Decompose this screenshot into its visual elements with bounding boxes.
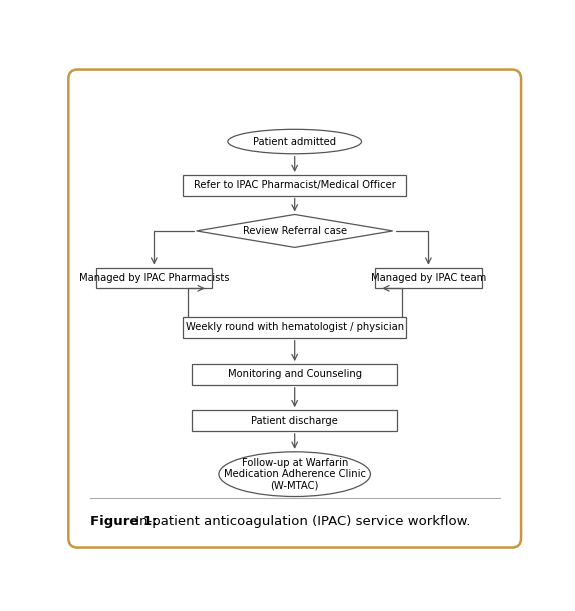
Text: Monitoring and Counseling: Monitoring and Counseling — [228, 370, 362, 379]
Polygon shape — [197, 214, 393, 247]
Text: Patient admitted: Patient admitted — [253, 136, 336, 147]
Bar — [192, 410, 397, 431]
Text: Refer to IPAC Pharmacist/Medical Officer: Refer to IPAC Pharmacist/Medical Officer — [194, 180, 396, 190]
Bar — [183, 175, 406, 196]
Text: In-patient anticoagulation (IPAC) service workflow.: In-patient anticoagulation (IPAC) servic… — [131, 514, 470, 528]
Bar — [192, 364, 397, 385]
Text: Managed by IPAC Pharmacists: Managed by IPAC Pharmacists — [79, 273, 229, 283]
Text: Follow-up at Warfarin
Medication Adherence Clinic
(W-MTAC): Follow-up at Warfarin Medication Adheren… — [224, 458, 366, 491]
Ellipse shape — [228, 130, 362, 154]
Text: Figure 1:: Figure 1: — [90, 514, 157, 528]
Text: Patient discharge: Patient discharge — [251, 415, 338, 425]
Bar — [97, 268, 212, 288]
Text: Review Referral case: Review Referral case — [243, 226, 347, 236]
Text: Weekly round with hematologist / physician: Weekly round with hematologist / physici… — [186, 323, 404, 332]
Bar — [183, 317, 406, 338]
Bar — [375, 268, 482, 288]
FancyBboxPatch shape — [68, 70, 521, 547]
Ellipse shape — [219, 452, 370, 497]
Text: Managed by IPAC team: Managed by IPAC team — [371, 273, 486, 283]
